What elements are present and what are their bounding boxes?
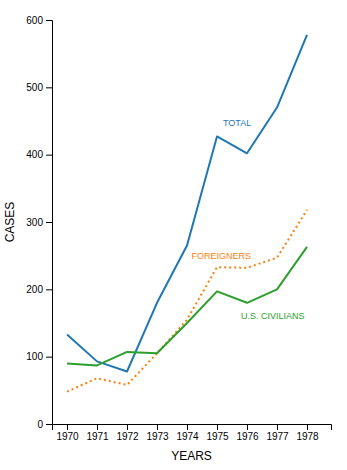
series-line (67, 247, 307, 366)
x-tick-label: 1970 (56, 431, 79, 442)
x-tick: 1974 (176, 424, 199, 442)
y-tick-mark (46, 289, 52, 290)
x-axis-title: YEARS (171, 449, 212, 463)
y-tick-label: 400 (26, 149, 43, 160)
x-tick: 1973 (146, 424, 169, 442)
y-tick-label: 0 (37, 419, 43, 430)
y-tick: 500 (26, 82, 52, 93)
x-tick-mark (157, 424, 158, 430)
x-tick: 1976 (236, 424, 259, 442)
y-axis: 0 100 200 300 400 500 600 (26, 15, 52, 430)
plot-area (67, 35, 307, 392)
y-tick-label: 600 (26, 15, 43, 26)
y-axis-title: CASES (3, 202, 17, 243)
x-tick-mark (187, 424, 188, 430)
x-tick-mark (277, 424, 278, 430)
y-tick-mark (46, 424, 52, 425)
y-tick: 100 (26, 351, 52, 362)
y-tick: 200 (26, 284, 52, 295)
x-tick-label: 1973 (146, 431, 169, 442)
series-labels: TOTAL FOREIGNERS U.S. CIVILIANS (191, 118, 304, 320)
y-tick: 0 (37, 419, 52, 430)
x-axis: 1970 1971 1972 1973 1974 1975 1976 1977 1978 (53, 424, 332, 442)
y-tick-label: 100 (26, 351, 43, 362)
y-tick: 600 (26, 15, 52, 26)
x-tick: 1971 (86, 424, 109, 442)
x-tick-mark (97, 424, 98, 430)
y-axis-line (46, 21, 53, 425)
x-tick-label: 1975 (206, 431, 229, 442)
series-label: U.S. CIVILIANS (241, 311, 305, 321)
y-tick-mark (46, 222, 52, 223)
y-tick: 400 (26, 149, 52, 160)
x-axis-line (53, 425, 332, 431)
x-tick-mark (217, 424, 218, 430)
x-tick-mark (307, 424, 308, 430)
chart-container: 1970 1971 1972 1973 1974 1975 1976 1977 1978 0 100… (0, 0, 347, 470)
y-tick-mark (46, 20, 52, 21)
x-tick-mark (127, 424, 128, 430)
x-tick: 1977 (266, 424, 289, 442)
series-label: FOREIGNERS (191, 251, 251, 261)
y-tick-mark (46, 87, 52, 88)
x-tick-mark (67, 424, 68, 430)
x-tick: 1978 (296, 424, 319, 442)
x-tick: 1970 (56, 424, 79, 442)
y-tick-label: 500 (26, 82, 43, 93)
x-tick-label: 1977 (266, 431, 289, 442)
x-tick: 1972 (116, 424, 139, 442)
x-tick: 1975 (206, 424, 229, 442)
y-tick-mark (46, 357, 52, 358)
chart: 1970 1971 1972 1973 1974 1975 1976 1977 1978 0 100… (0, 0, 347, 470)
x-tick-label: 1976 (236, 431, 259, 442)
x-tick-label: 1972 (116, 431, 139, 442)
x-tick-label: 1974 (176, 431, 199, 442)
y-tick-label: 300 (26, 217, 43, 228)
y-tick-label: 200 (26, 284, 43, 295)
x-tick-label: 1978 (296, 431, 319, 442)
y-tick: 300 (26, 217, 52, 228)
y-tick-mark (46, 155, 52, 156)
series-label: TOTAL (223, 118, 251, 128)
x-tick-label: 1971 (86, 431, 109, 442)
x-tick-mark (247, 424, 248, 430)
series-line (67, 210, 307, 392)
